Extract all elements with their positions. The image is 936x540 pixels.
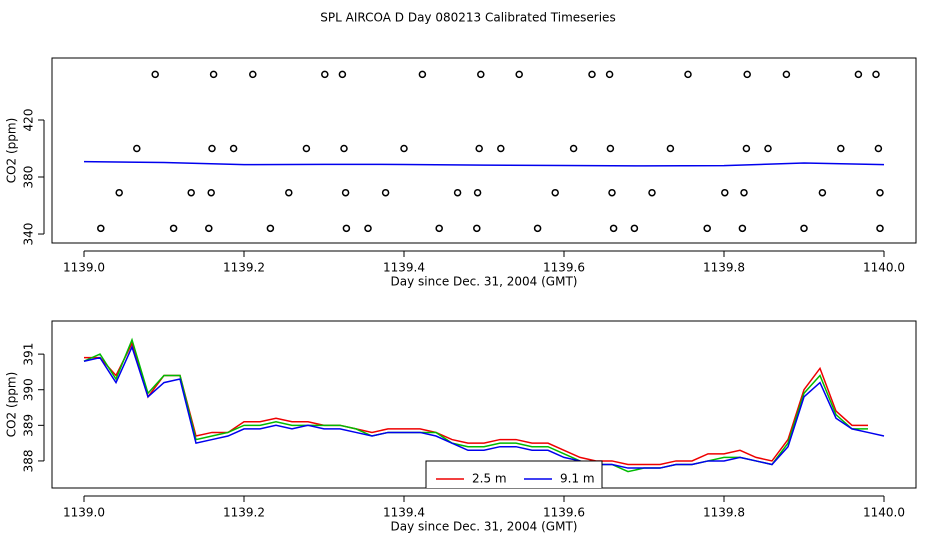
point [630,224,639,233]
y-tick-label: 388 [22,449,36,472]
point [648,188,656,197]
series-line [84,341,868,466]
panel: 1139.0 1139.2 1139.4 1139.6 1139.8 1140.0 Day … [5,320,917,534]
x-tick-label: 1140.0 [863,261,905,275]
legend-label: 9.1 m [560,472,595,486]
point [207,188,215,197]
point [418,70,427,79]
point [742,144,751,153]
point [608,188,616,197]
point [703,224,711,233]
point [338,70,347,79]
x-tick-label: 1139.6 [543,261,585,275]
point [249,70,257,79]
point [874,144,883,153]
point [764,144,772,153]
point [97,224,105,233]
point [854,70,863,79]
x-tick-label: 1140.0 [863,506,905,520]
series-line [83,344,885,469]
point [475,144,483,153]
y-axis-label: CO2 (ppm) [5,118,19,184]
y-tick-label: 380 [22,166,36,189]
panel: 1139.0 1139.2 1139.4 1139.6 1139.8 1140.0 Day … [5,57,917,289]
x-tick-label: 1139.6 [543,506,585,520]
series-line [83,160,885,167]
point [381,188,390,197]
y-tick-label: 390 [22,378,36,401]
point [876,188,884,197]
legend: 2.5 m 9.1 m [425,460,603,488]
point [515,70,523,79]
y-tick-label: 391 [22,343,36,366]
x-tick-label: 1139.0 [63,261,105,275]
point [453,188,462,197]
point [721,188,729,197]
point [229,144,238,153]
legend-label: 2.5 m [472,472,507,486]
point [473,188,482,197]
point [606,144,615,153]
x-tick-label: 1139.4 [383,506,425,520]
point [666,144,675,153]
x-tick-label: 1139.0 [63,506,105,520]
point [782,70,791,79]
x-axis-label: Day since Dec. 31, 2004 (GMT) [391,275,578,289]
point [115,188,123,197]
chart-title: SPL AIRCOA D Day 080213 Calibrated Times… [320,11,615,25]
point [302,144,311,153]
point [684,70,692,79]
point [800,224,808,233]
point [738,224,747,233]
point [321,70,329,79]
y-tick-label: 389 [22,414,36,437]
plot-frame [51,57,917,244]
x-tick-label: 1139.2 [223,506,265,520]
point [341,188,350,197]
y-axis-label: CO2 (ppm) [5,372,19,438]
x-tick-label: 1139.8 [703,261,745,275]
point [872,70,880,79]
point [400,144,408,153]
point [473,224,481,233]
point [533,224,542,233]
point [588,70,596,79]
point [205,224,213,233]
point [340,144,348,153]
x-axis-label: Day since Dec. 31, 2004 (GMT) [391,520,578,534]
point [364,224,372,233]
point [497,144,505,153]
point [342,224,351,233]
point [208,144,216,153]
point [209,70,218,79]
y-tick-label: 340 [22,223,36,246]
y-tick-label: 420 [22,109,36,132]
point [285,188,293,197]
point [837,144,845,153]
point [876,224,884,233]
point [605,70,614,79]
point [477,70,485,79]
point [169,224,178,233]
point [743,70,751,79]
point [609,224,618,233]
point [818,188,827,197]
point [187,188,195,197]
point [551,188,559,197]
point [569,144,578,153]
point [435,224,443,233]
x-tick-label: 1139.8 [703,506,745,520]
x-tick-label: 1139.4 [383,261,425,275]
point [740,188,748,197]
legend-box [425,460,603,488]
point [266,224,275,233]
point [151,70,159,79]
point [133,144,141,153]
x-tick-label: 1139.2 [223,261,265,275]
